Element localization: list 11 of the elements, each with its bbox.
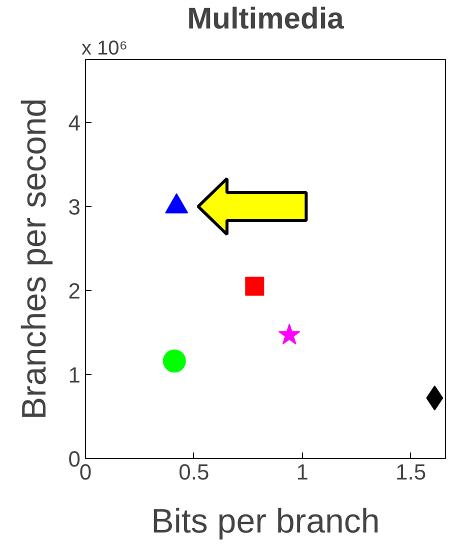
x-tick-label: 1 (296, 460, 308, 484)
x-tick-label: 0.5 (178, 460, 210, 484)
x-tick-label: 1.5 (396, 460, 426, 484)
x-axis-title: Bits per branch (151, 502, 380, 540)
chart-title: Multimedia (187, 2, 344, 36)
annotation: x 10⁶ (82, 38, 128, 60)
y-tick-label: 1 (68, 362, 81, 388)
y-tick-label: 4 (68, 110, 81, 136)
y-axis-title: Branches per second (15, 98, 54, 420)
y-tick-label: 2 (68, 278, 81, 304)
y-tick-label: 3 (68, 194, 81, 220)
